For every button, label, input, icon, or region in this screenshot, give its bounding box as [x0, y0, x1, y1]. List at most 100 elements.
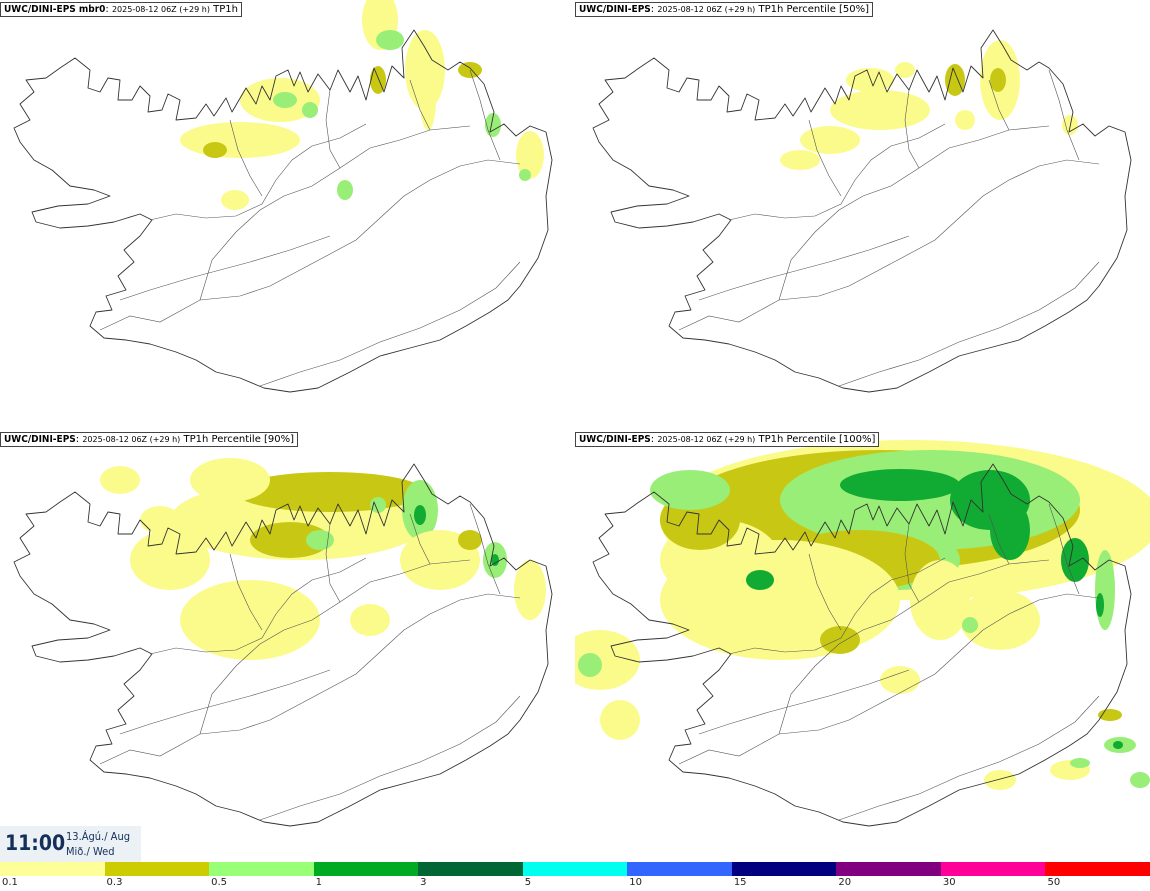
precip-area	[910, 560, 970, 640]
precip-area	[250, 522, 330, 558]
precip-area	[955, 110, 975, 130]
precip-area	[945, 64, 965, 96]
map-panel-p90: UWC/DINI-EPS: 2025-08-12 06Z (+29 h) TP1…	[0, 430, 575, 860]
panel-variable: TP1h Percentile [100%]	[758, 434, 876, 445]
precip-area	[960, 590, 1040, 650]
precip-area	[350, 604, 390, 636]
precip-area	[1113, 741, 1123, 749]
panel-title: UWC/DINI-EPS: 2025-08-12 06Z (+29 h) TP1…	[0, 432, 299, 447]
precip-area	[370, 497, 386, 513]
precip-area	[306, 530, 334, 550]
panel-source: UWC/DINI-EPS	[4, 434, 76, 445]
legend-swatch	[731, 862, 838, 876]
road-line	[1048, 503, 1080, 595]
precip-area	[414, 505, 426, 525]
precip-area	[578, 653, 602, 677]
road-line	[698, 235, 910, 301]
map-panel-p50: UWC/DINI-EPS: 2025-08-12 06Z (+29 h) TP1…	[575, 0, 1150, 430]
road-line	[838, 695, 1100, 821]
road-line	[808, 553, 842, 631]
road-line	[325, 523, 341, 603]
road-line	[988, 79, 1010, 131]
precip-area	[516, 131, 544, 179]
panel-run: 2025-08-12 06Z (+29 h)	[111, 5, 210, 14]
road-line	[149, 123, 367, 221]
precip-area	[337, 180, 353, 200]
map-panel-mbr0: UWC/DINI-EPS mbr0: 2025-08-12 06Z (+29 h…	[0, 0, 575, 430]
precip-area	[491, 554, 499, 566]
valid-time-box: 11:00 13.Ágú./ Aug Mið./ Wed	[0, 826, 141, 862]
panel-variable: TP1h Percentile [50%]	[758, 4, 870, 15]
legend-tick: 0.1	[2, 877, 18, 888]
road-line	[778, 125, 1050, 301]
road-line	[409, 79, 431, 131]
road-line	[808, 119, 842, 197]
road-line	[469, 503, 501, 595]
precip-area	[990, 500, 1030, 560]
precip-area	[190, 458, 270, 502]
road-line	[469, 69, 501, 161]
precip-area	[302, 102, 318, 118]
iceland-coastline	[13, 29, 553, 393]
precip-area	[840, 469, 960, 501]
panel-title: UWC/DINI-EPS mbr0: 2025-08-12 06Z (+29 h…	[0, 2, 242, 17]
road-line	[99, 593, 521, 765]
precip-area	[140, 506, 180, 534]
precip-area	[880, 666, 920, 694]
precip-area	[221, 190, 249, 210]
legend-tick: 20	[838, 877, 852, 888]
road-line	[229, 119, 263, 197]
legend-tick: 0.3	[106, 877, 123, 888]
legend-swatch	[940, 862, 1047, 876]
valid-time: 11:00	[5, 831, 66, 855]
panel-source: UWC/DINI-EPS	[579, 4, 651, 15]
iceland-map	[13, 0, 553, 393]
road-line	[838, 261, 1100, 387]
legend-swatch	[522, 862, 629, 876]
legend-tick: 1	[315, 877, 322, 888]
road-line	[904, 523, 920, 603]
valid-date: 13.Ágú./ Aug	[66, 830, 131, 843]
precip-area	[1070, 758, 1090, 768]
precip-area	[780, 150, 820, 170]
precip-field	[180, 0, 544, 210]
precip-area	[420, 70, 436, 130]
precip-field	[575, 440, 1150, 790]
precip-area	[984, 770, 1016, 790]
precip-area	[370, 66, 386, 94]
iceland-map	[13, 458, 553, 827]
precip-area	[180, 580, 320, 660]
precip-area	[180, 122, 300, 158]
precip-area	[895, 62, 915, 78]
precip-area	[1096, 593, 1104, 617]
precip-area	[1130, 772, 1150, 788]
precip-area	[600, 700, 640, 740]
precip-area	[830, 90, 930, 130]
precip-area	[1061, 538, 1089, 582]
road-line	[99, 159, 521, 331]
precip-area	[800, 126, 860, 154]
road-line	[904, 89, 920, 169]
iceland-coastline	[13, 463, 553, 827]
legend-swatch	[418, 862, 524, 876]
road-line	[119, 669, 331, 735]
legend-tick: 3	[420, 877, 427, 888]
iceland-coastline	[592, 29, 1132, 393]
road-line	[988, 513, 1010, 565]
road-line	[199, 125, 471, 301]
road-line	[325, 89, 341, 169]
road-line	[778, 559, 1050, 735]
road-line	[259, 261, 521, 387]
iceland-map	[592, 29, 1132, 393]
precip-area	[990, 68, 1006, 92]
legend-tick: 0.5	[211, 877, 227, 888]
panel-run: 2025-08-12 06Z (+29 h)	[82, 435, 181, 444]
road-line	[229, 553, 263, 631]
precip-area	[1098, 709, 1122, 721]
precip-area	[203, 142, 227, 158]
road-line	[199, 559, 471, 735]
panel-source: UWC/DINI-EPS mbr0	[4, 4, 106, 15]
precip-area	[376, 30, 404, 50]
legend-swatch	[627, 862, 733, 876]
precip-field	[100, 458, 546, 660]
